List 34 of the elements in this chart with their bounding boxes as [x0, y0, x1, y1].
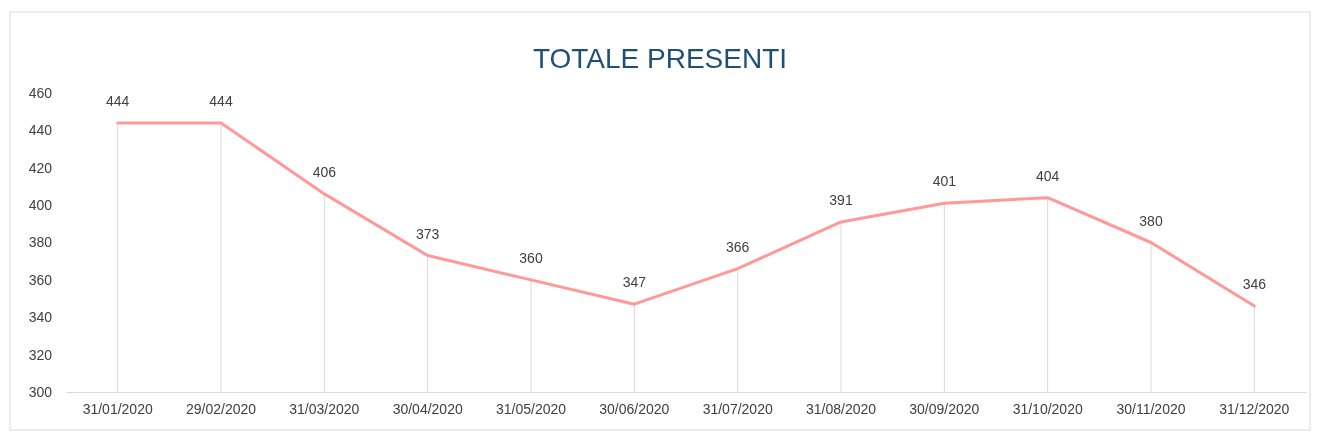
- x-tick-label: 31/12/2020: [1219, 400, 1290, 417]
- data-label: 347: [622, 274, 647, 291]
- y-tick-label: 380: [28, 234, 53, 251]
- y-tick-label: 320: [28, 346, 53, 363]
- data-label: 444: [105, 92, 130, 109]
- y-tick-label: 340: [28, 309, 53, 326]
- data-label: 401: [932, 173, 957, 190]
- data-label: 391: [829, 191, 853, 208]
- y-tick-label: 460: [28, 84, 53, 101]
- x-tick-label: 30/11/2020: [1116, 400, 1186, 417]
- chart-title: TOTALE PRESENTI: [532, 43, 788, 74]
- x-tick-label: 30/04/2020: [392, 400, 463, 417]
- x-tick-label: 31/05/2020: [495, 400, 567, 417]
- data-label: 360: [519, 249, 543, 266]
- y-tick-label: 420: [28, 159, 53, 176]
- data-label: 380: [1139, 212, 1163, 229]
- data-label: 366: [725, 238, 750, 255]
- x-tick-label: 31/10/2020: [1012, 400, 1083, 417]
- data-label: 373: [415, 225, 440, 242]
- x-tick-label: 31/08/2020: [805, 400, 877, 417]
- x-tick-label: 31/01/2020: [82, 400, 153, 417]
- data-label: 346: [1242, 276, 1267, 293]
- data-label: 406: [312, 163, 337, 180]
- x-tick-label: 29/02/2020: [185, 400, 257, 417]
- y-tick-label: 360: [28, 271, 53, 288]
- data-label: 444: [209, 92, 233, 109]
- x-tick-label: 31/03/2020: [289, 400, 360, 417]
- x-tick-label: 30/06/2020: [599, 400, 670, 417]
- y-tick-label: 400: [28, 197, 53, 214]
- x-tick-label: 30/09/2020: [909, 400, 980, 417]
- x-tick-label: 31/07/2020: [702, 400, 773, 417]
- y-tick-label: 300: [28, 383, 53, 400]
- data-label: 404: [1035, 167, 1060, 184]
- y-tick-label: 440: [28, 122, 53, 139]
